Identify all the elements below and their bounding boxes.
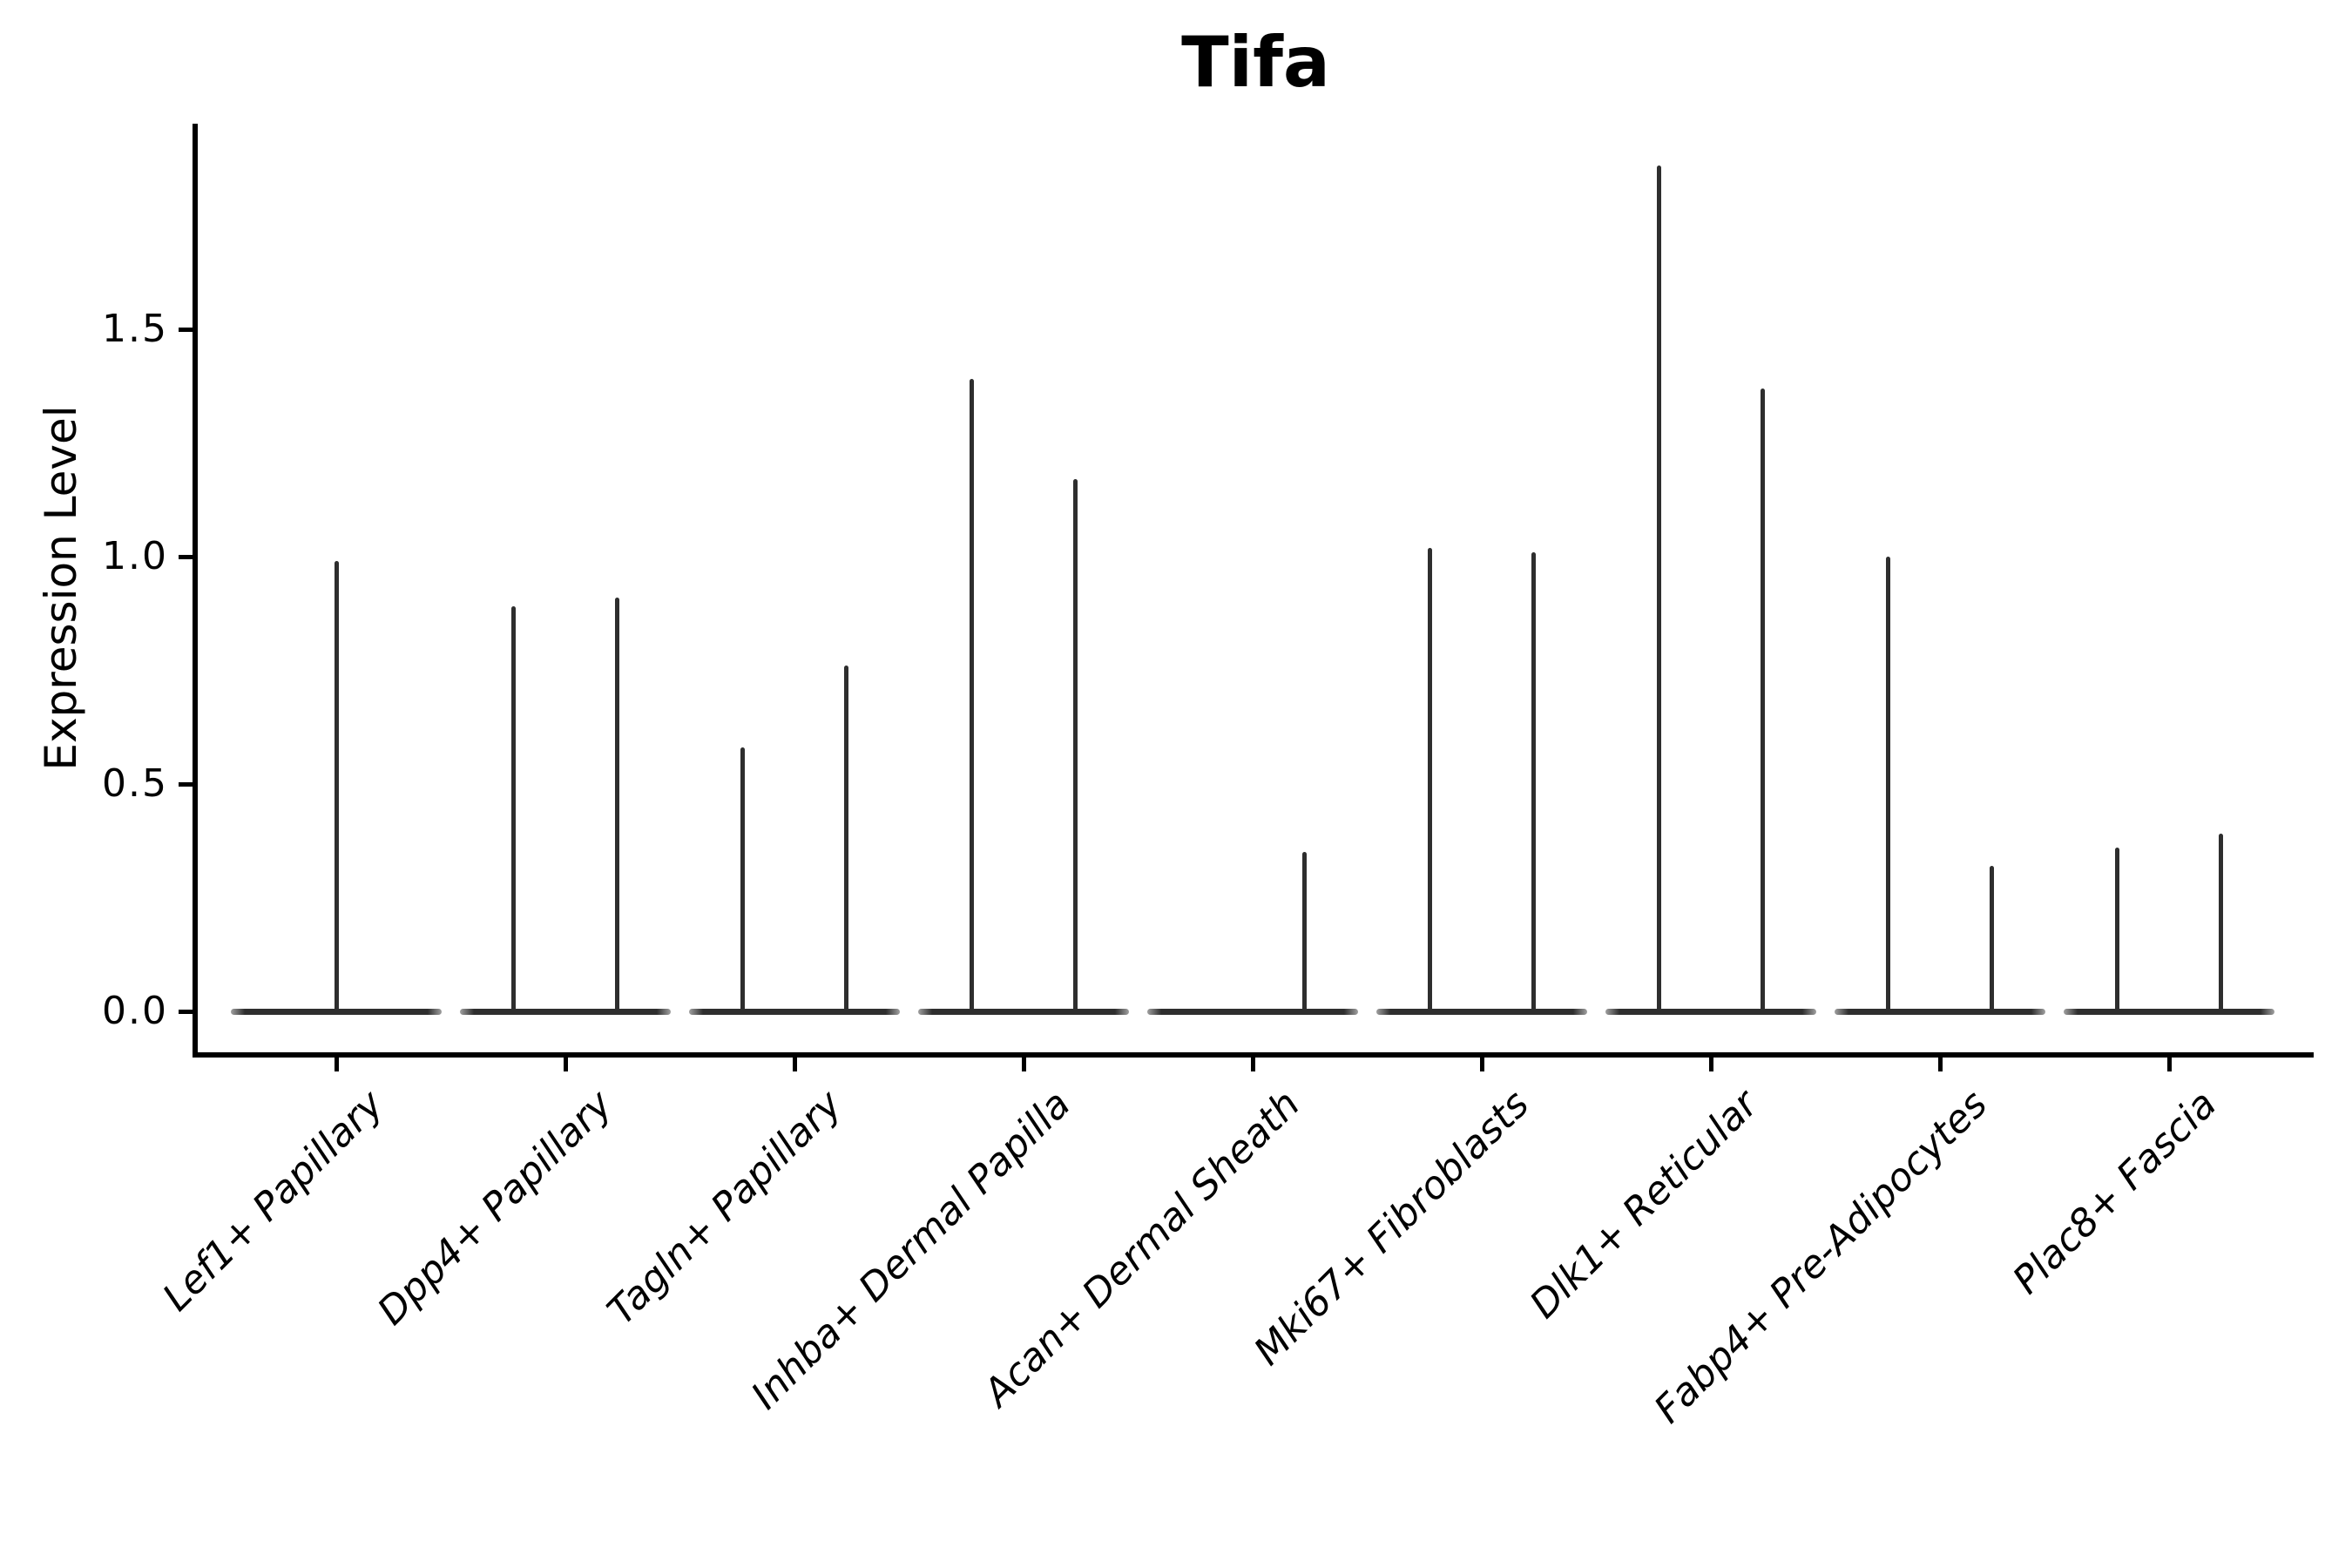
x-tick (792, 1052, 797, 1071)
violin-baseline (1376, 1008, 1587, 1015)
violin-spike (2115, 848, 2120, 1011)
y-tick-label: 1.0 (102, 534, 168, 578)
violin-spike (334, 561, 339, 1011)
chart-title: Tifa (1181, 22, 1330, 103)
x-tick-label: Dpp4+ Papillary (369, 1082, 622, 1335)
y-tick (179, 1009, 193, 1014)
violin-baseline (2064, 1008, 2274, 1015)
violin-spike (1428, 547, 1433, 1011)
y-axis-label: Expression Level (36, 405, 86, 771)
y-axis-spine (193, 124, 198, 1058)
y-tick-label: 0.0 (102, 989, 168, 1033)
violin-spike (1886, 557, 1891, 1011)
violin-baseline (1147, 1008, 1358, 1015)
violin-spike (1989, 865, 1994, 1011)
x-tick (1021, 1052, 1026, 1071)
violin-spike (2218, 834, 2223, 1011)
violin-spike (843, 666, 848, 1011)
violin-baseline (460, 1008, 671, 1015)
violin-baseline (689, 1008, 900, 1015)
violin-spike (1301, 852, 1307, 1011)
x-tick-label: Tagln+ Papillary (598, 1082, 851, 1334)
x-tick (1250, 1052, 1255, 1071)
violin-spike (511, 606, 517, 1011)
x-tick-label: Plac8+ Fascia (2004, 1082, 2226, 1303)
x-tick-label: Dlk1+ Reticular (1521, 1082, 1767, 1328)
x-tick (1708, 1052, 1713, 1071)
x-tick (334, 1052, 339, 1071)
x-tick (1937, 1052, 1943, 1071)
x-tick-label: Lef1+ Papillary (154, 1082, 393, 1321)
x-tick (2166, 1052, 2172, 1071)
violin-spike (740, 747, 746, 1011)
y-tick (179, 554, 193, 559)
violin-spike (1657, 166, 1662, 1011)
y-tick-label: 0.5 (102, 761, 168, 806)
violin-spike (1531, 551, 1536, 1011)
violin-baseline (1605, 1008, 1816, 1015)
x-tick (563, 1052, 568, 1071)
y-tick (179, 781, 193, 787)
violin-spike (614, 597, 619, 1011)
y-tick (179, 327, 193, 332)
x-tick (1479, 1052, 1484, 1071)
violin-baseline (918, 1008, 1129, 1015)
y-tick-label: 1.5 (102, 307, 168, 351)
violin-spike (1760, 388, 1765, 1011)
violin-spike (970, 379, 975, 1011)
violin-baseline (1835, 1008, 2045, 1015)
violin-baseline (231, 1008, 442, 1015)
violin-spike (1072, 479, 1078, 1011)
